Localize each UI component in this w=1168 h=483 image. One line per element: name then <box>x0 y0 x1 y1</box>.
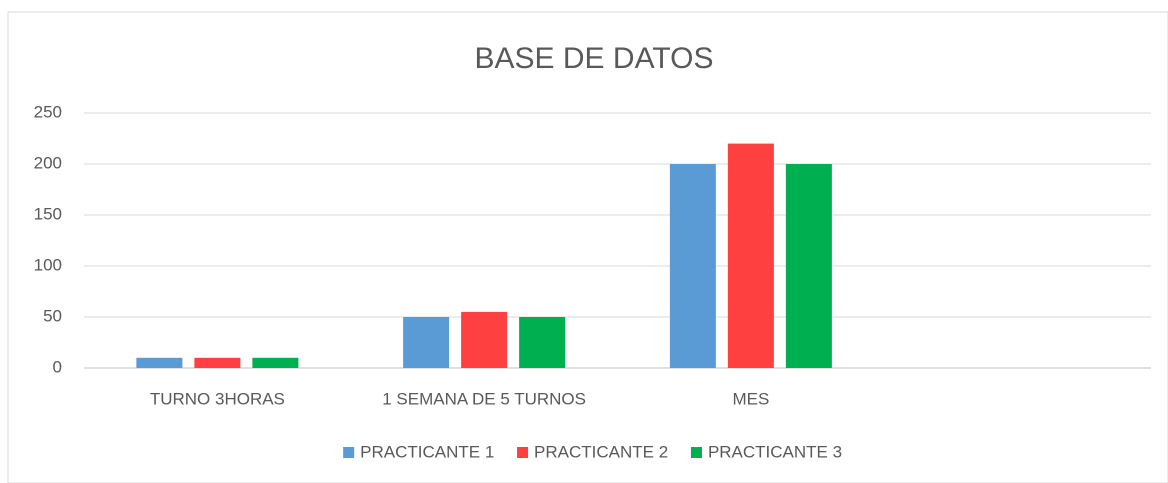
legend-label: PRACTICANTE 2 <box>534 442 668 461</box>
bar <box>785 164 832 368</box>
legend-swatch <box>690 447 702 458</box>
y-tick-label: 250 <box>34 102 62 121</box>
bar <box>252 357 299 368</box>
bar <box>461 311 508 368</box>
x-tick-label: TURNO 3HORAS <box>150 389 285 408</box>
bar <box>669 164 716 368</box>
bar <box>136 357 183 368</box>
y-tick-label: 50 <box>43 306 62 325</box>
y-tick-label: 150 <box>34 204 62 223</box>
chart-border <box>7 11 1168 483</box>
x-tick-label: MES <box>732 389 769 408</box>
x-tick-label: 1 SEMANA DE 5 TURNOS <box>382 389 586 408</box>
legend-label: PRACTICANTE 3 <box>708 442 842 461</box>
bar <box>727 143 774 368</box>
bar <box>519 317 566 368</box>
y-tick-label: 0 <box>53 357 62 376</box>
bar <box>194 357 241 368</box>
y-tick-label: 100 <box>34 255 62 274</box>
bar <box>403 317 450 368</box>
chart-title: BASE DE DATOS <box>475 42 714 75</box>
y-tick-label: 200 <box>34 153 62 172</box>
legend-swatch <box>517 447 529 458</box>
legend-swatch <box>343 447 355 458</box>
legend-label: PRACTICANTE 1 <box>360 442 494 461</box>
